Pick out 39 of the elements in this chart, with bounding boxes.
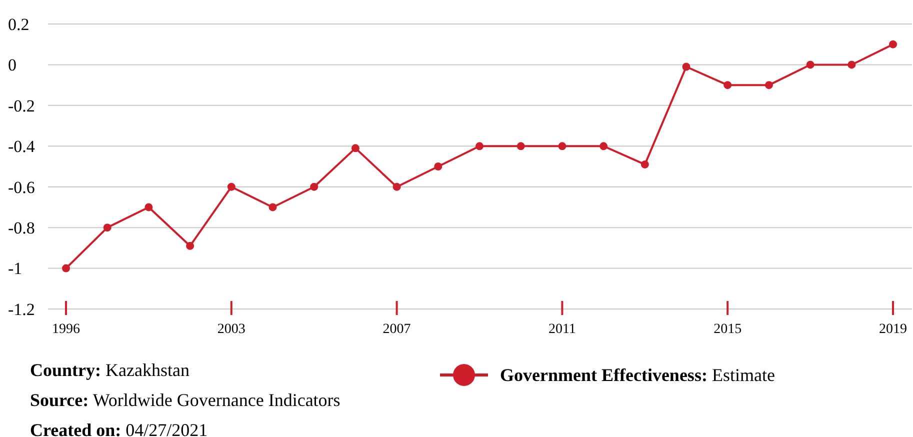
point	[268, 203, 277, 212]
y-tick-label: 0.2	[8, 14, 30, 34]
x-tick-label: 2015	[714, 322, 742, 337]
source-note: Source: Worldwide Governance Indicators	[30, 390, 340, 410]
point	[682, 62, 690, 71]
text: Created on: 04/27/2021	[30, 420, 208, 437]
y-tick-label: -0.6	[8, 178, 35, 197]
point	[186, 242, 194, 250]
x-tick-label: 2011	[548, 322, 576, 337]
point	[103, 224, 112, 232]
x-tick-label: 1996	[52, 322, 80, 337]
y-tick-label: -0.8	[8, 218, 35, 238]
legend-label: Government Effectiveness: Estimate	[500, 365, 775, 385]
point	[310, 182, 318, 191]
point	[351, 144, 360, 152]
point	[392, 182, 401, 191]
y-tick-label: -1.2	[8, 300, 35, 319]
y-tick-label: -0.4	[8, 137, 36, 156]
point	[889, 40, 897, 48]
y-tick-label: -0.2	[8, 96, 35, 116]
text: Country: Kazakhstan	[30, 360, 190, 380]
point	[764, 81, 773, 90]
point	[558, 142, 566, 150]
point	[640, 160, 649, 168]
point	[434, 162, 442, 170]
x-tick-label: 2007	[382, 322, 411, 337]
point	[144, 203, 153, 212]
point	[516, 142, 525, 150]
point	[600, 142, 608, 150]
x-tick-label: 2003	[217, 322, 246, 337]
point	[806, 60, 814, 69]
y-tick-label: -1	[8, 259, 22, 278]
x-tick-label: 2019	[879, 322, 907, 337]
point	[724, 81, 732, 90]
point	[62, 264, 70, 272]
point	[476, 142, 484, 150]
point	[227, 182, 236, 191]
point	[848, 60, 856, 69]
y-tick-label: 0	[8, 56, 16, 75]
